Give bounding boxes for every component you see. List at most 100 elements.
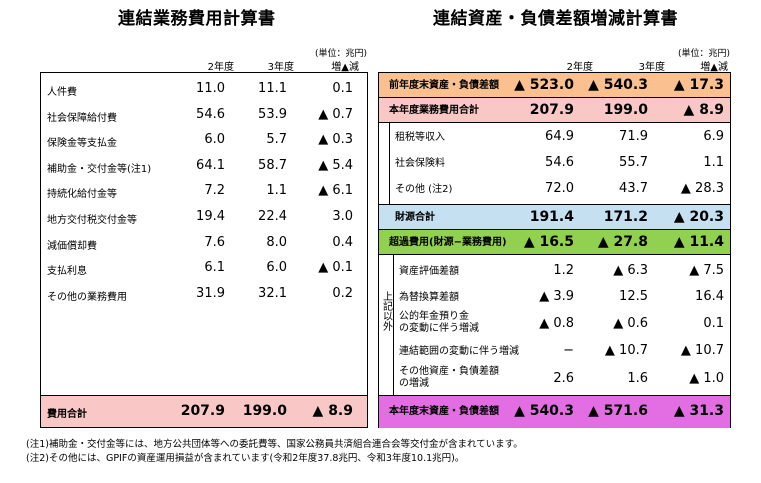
cost-row-fy2: 31.9 <box>196 285 225 301</box>
pension-deposit-row: 公的年金預り金 の変動に伴う増減 ▲ 0.8 ▲ 0.6 0.1 <box>379 309 730 337</box>
cost-row-change: ▲ 0.3 <box>318 132 353 148</box>
social-insurance-change: 1.1 <box>703 155 724 170</box>
cost-row-change: 3.0 <box>332 209 353 224</box>
cost-total-fy3: 199.0 <box>242 403 287 419</box>
left-title: 連結業務費用計算書 <box>118 9 276 29</box>
social-insurance-label: 社会保険料 <box>395 158 445 169</box>
fx-translation-change: 16.4 <box>695 289 724 304</box>
fx-translation-fy3: 12.5 <box>619 289 648 304</box>
cost-row: 補助金・交付金等(注1) 64.1 58.7 ▲ 5.4 <box>41 154 367 180</box>
other-items-side-label: 上記以外 <box>380 291 392 334</box>
cost-row-fy3: 32.1 <box>258 285 287 301</box>
asset-valuation-change: ▲ 7.5 <box>689 263 724 278</box>
cost-row-label: 地方交付税交付金等 <box>47 215 137 226</box>
consolidation-scope-change: ▲ 10.7 <box>680 343 724 358</box>
cost-row-change: ▲ 6.1 <box>318 183 353 199</box>
excess-cost-change: ▲ 11.4 <box>673 234 724 250</box>
other-revenue-fy2: 72.0 <box>545 181 574 196</box>
cost-row: 地方交付税交付金等 19.4 22.4 3.0 <box>41 205 367 231</box>
cost-row-fy2: 11.0 <box>196 81 225 96</box>
consolidation-scope-fy2: − <box>563 343 574 358</box>
cost-row: その他の業務費用 31.9 32.1 0.2 <box>41 282 367 308</box>
cost-row-fy2: 6.1 <box>204 260 225 276</box>
revenue-total-change: ▲ 20.3 <box>673 209 724 225</box>
cost-row: 持続化給付金等 7.2 1.1 ▲ 6.1 <box>41 179 367 205</box>
social-insurance-fy2: 54.6 <box>545 155 574 170</box>
prev-balance-fy3: ▲ 540.3 <box>588 77 648 93</box>
left-header-fy3: 3年度 <box>267 62 294 73</box>
footnote-1: (注1)補助金・交付金等には、地方公共団体等への委託費等、国家公務員共済組合連合… <box>26 439 523 450</box>
pension-deposit-change: 0.1 <box>703 316 724 331</box>
consolidation-scope-fy3: ▲ 10.7 <box>604 343 648 358</box>
cost-row: 社会保障給付費 54.6 53.9 ▲ 0.7 <box>41 103 367 129</box>
consolidation-scope-row: 連結範囲の変動に伴う増減 − ▲ 10.7 ▲ 10.7 <box>379 339 730 363</box>
cost-statement-table: 人件費 11.0 11.1 0.1 社会保障給付費 54.6 53.9 ▲ 0.7 保険金等支払… <box>40 72 368 428</box>
other-revenue-fy3: 43.7 <box>619 181 648 196</box>
cost-row: 減価償却費 7.6 8.0 0.4 <box>41 231 367 257</box>
excess-cost-fy2: ▲ 16.5 <box>523 234 574 250</box>
cost-total-row: 費用合計 207.9 199.0 ▲ 8.9 <box>41 395 367 427</box>
consolidation-scope-label: 連結範囲の変動に伴う増減 <box>399 346 519 357</box>
tax-revenue-row: 租税等収入 64.9 71.9 6.9 <box>379 125 730 149</box>
revenue-total-label: 財源合計 <box>395 212 435 223</box>
excess-cost-row: 超過費用(財源−業務費用) ▲ 16.5 ▲ 27.8 ▲ 11.4 <box>379 230 730 254</box>
left-unit: (単位：兆円) <box>315 49 368 59</box>
cost-row-label: 保険金等支払金 <box>47 138 117 150</box>
cost-row-fy3: 1.1 <box>266 183 287 199</box>
other-assets-liabilities-row: その他資産・負債差額 の増減 2.6 1.6 ▲ 1.0 <box>379 363 730 393</box>
other-assets-liabilities-fy2: 2.6 <box>553 371 574 386</box>
prev-balance-row: 前年度末資産・負債差額 ▲ 523.0 ▲ 540.3 ▲ 17.3 <box>379 73 730 97</box>
pension-deposit-label-2: の変動に伴う増減 <box>399 323 479 334</box>
cost-row-fy3: 22.4 <box>258 209 287 224</box>
cost-row-label: 補助金・交付金等(注1) <box>47 163 152 175</box>
other-assets-liabilities-change: ▲ 1.0 <box>689 371 724 386</box>
revenue-total-fy3: 171.2 <box>603 209 648 225</box>
side-label-text: 上記以外 <box>380 291 392 331</box>
cost-row-fy2: 7.2 <box>204 183 225 199</box>
cost-total-carry-fy2: 207.9 <box>529 102 574 118</box>
prev-balance-label: 前年度末資産・負債差額 <box>389 80 499 91</box>
right-header-fy3: 3年度 <box>638 62 665 73</box>
cost-row-label: 人件費 <box>47 87 77 98</box>
end-balance-fy3: ▲ 571.6 <box>588 403 648 419</box>
right-unit: (単位：兆円) <box>678 49 731 59</box>
cost-row-fy2: 6.0 <box>204 132 225 148</box>
cost-row-change: ▲ 5.4 <box>318 157 353 173</box>
cost-row-change: 0.4 <box>332 234 353 250</box>
net-assets-statement-table: 前年度末資産・負債差額 ▲ 523.0 ▲ 540.3 ▲ 17.3 本年度業務… <box>378 72 731 428</box>
end-balance-fy2: ▲ 540.3 <box>514 403 574 419</box>
asset-valuation-fy3: ▲ 6.3 <box>613 263 648 278</box>
other-assets-liabilities-fy3: 1.6 <box>627 371 648 386</box>
right-header-change: 増▲減 <box>700 62 728 73</box>
cost-row-change: ▲ 0.7 <box>318 106 353 122</box>
tax-revenue-fy3: 71.9 <box>619 129 648 144</box>
prev-balance-fy2: ▲ 523.0 <box>514 77 574 93</box>
cost-row-fy3: 58.7 <box>258 157 287 173</box>
asset-valuation-label: 資産評価差額 <box>399 266 459 277</box>
asset-valuation-row: 資産評価差額 1.2 ▲ 6.3 ▲ 7.5 <box>379 259 730 283</box>
cost-total-carry-change: ▲ 8.9 <box>683 102 724 118</box>
other-assets-liabilities-label-1: その他資産・負債差額 <box>399 366 499 377</box>
cost-row-fy2: 54.6 <box>196 106 225 122</box>
cost-row-label: その他の業務費用 <box>47 291 127 303</box>
revenue-total-row: 財源合計 191.4 171.2 ▲ 20.3 <box>379 205 730 229</box>
end-balance-row: 本年度末資産・負債差額 ▲ 540.3 ▲ 571.6 ▲ 31.3 <box>379 396 730 428</box>
cost-row-label: 社会保障給付費 <box>47 112 117 124</box>
cost-row-fy3: 53.9 <box>258 106 287 122</box>
cost-row: 保険金等支払金 6.0 5.7 ▲ 0.3 <box>41 128 367 154</box>
left-header-change: 増▲減 <box>331 62 359 73</box>
cost-row-change: 0.2 <box>332 285 353 301</box>
end-balance-label: 本年度末資産・負債差額 <box>389 406 499 417</box>
excess-cost-label: 超過費用(財源−業務費用) <box>389 237 507 248</box>
other-assets-liabilities-label-2: の増減 <box>399 378 429 389</box>
cost-row-fy3: 8.0 <box>266 234 287 250</box>
pension-deposit-fy3: ▲ 0.6 <box>613 316 648 331</box>
other-revenue-label: その他 (注2) <box>395 184 453 195</box>
pension-deposit-fy2: ▲ 0.8 <box>539 316 574 331</box>
cost-row-fy2: 7.6 <box>204 234 225 250</box>
cost-total-change: ▲ 8.9 <box>312 403 353 419</box>
other-revenue-change: ▲ 28.3 <box>680 181 724 196</box>
cost-row-change: ▲ 0.1 <box>318 260 353 276</box>
cost-row-fy3: 5.7 <box>266 132 287 148</box>
cost-row-fy2: 19.4 <box>196 209 225 224</box>
